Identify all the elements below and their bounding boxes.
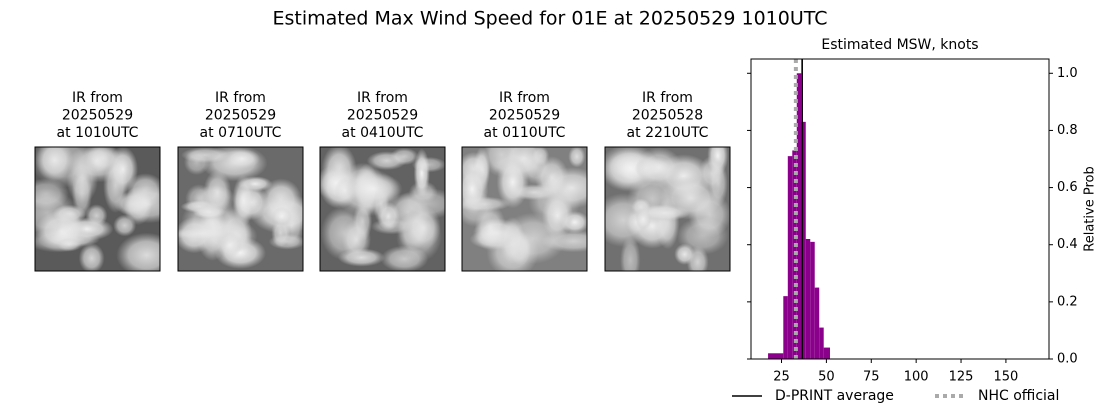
x-tick-label: 100	[904, 370, 929, 385]
cloud	[688, 192, 730, 238]
y-tick-label: 0.2	[1057, 294, 1078, 309]
cloud	[620, 235, 641, 271]
bar	[819, 327, 824, 359]
panel-title: at 0410UTC	[342, 125, 424, 141]
cloud	[181, 195, 244, 250]
ir-image	[462, 147, 587, 271]
panel-title: IR from	[357, 90, 408, 106]
panel-title: at 2210UTC	[627, 125, 709, 141]
cloud	[268, 233, 303, 250]
cloud	[389, 147, 419, 166]
cloud	[66, 156, 99, 204]
cloud	[474, 204, 507, 252]
cloud	[78, 242, 105, 271]
bar	[823, 347, 830, 359]
ir-frame	[319, 146, 446, 272]
cloud	[56, 237, 82, 252]
panel-title: at 1010UTC	[57, 125, 139, 141]
panel-title: at 0110UTC	[484, 125, 566, 141]
panel-title: 20250529	[205, 108, 276, 124]
cloud	[674, 243, 696, 265]
ir-frame	[177, 146, 304, 272]
panel-title: IR from	[642, 90, 693, 106]
bar	[796, 73, 802, 360]
ir-frame	[461, 146, 588, 272]
x-tick-label: 50	[818, 370, 835, 385]
y-tick-label: 0.0	[1057, 352, 1078, 367]
figure-title: Estimated Max Wind Speed for 01E at 2025…	[272, 8, 827, 30]
panel-title: IR from	[499, 90, 550, 106]
ir-image	[320, 147, 445, 271]
x-tick-label: 150	[994, 370, 1019, 385]
x-tick-label: 25	[773, 370, 790, 385]
cloud	[406, 205, 441, 250]
cloud	[223, 148, 261, 169]
plot-frame	[750, 58, 1050, 360]
bar	[787, 156, 793, 359]
x-tick-label: 75	[863, 370, 880, 385]
ir-image	[178, 147, 303, 271]
cloud	[496, 155, 529, 209]
cloud	[635, 147, 683, 188]
cloud	[541, 191, 574, 240]
ir-frame	[604, 146, 731, 272]
cloud	[113, 214, 137, 237]
bar	[805, 239, 811, 359]
cloud	[271, 206, 293, 226]
bar	[801, 121, 806, 359]
x-tick-label: 125	[949, 370, 974, 385]
bar	[768, 353, 784, 359]
cloud	[341, 219, 372, 259]
cloud	[534, 156, 569, 200]
panel-title: IR from	[215, 90, 266, 106]
legend-label: D-PRINT average	[775, 388, 894, 404]
y-tick-label: 1.0	[1057, 66, 1078, 81]
y-axis-label: Relative Prob	[1083, 166, 1098, 251]
panel-title: 20250529	[489, 108, 560, 124]
panel-title: IR from	[72, 90, 123, 106]
cloud	[35, 147, 74, 182]
y-tick-label: 0.6	[1057, 180, 1078, 195]
cloud	[698, 155, 725, 191]
chart-title: Estimated MSW, knots	[821, 37, 978, 53]
cloud	[118, 185, 160, 224]
bar	[783, 296, 788, 359]
cloud	[344, 172, 403, 205]
cloud	[568, 147, 586, 168]
cloud	[116, 232, 160, 271]
ir-image	[35, 147, 160, 271]
ir-image	[605, 147, 730, 271]
bar	[814, 287, 820, 359]
legend-label: NHC official	[978, 388, 1059, 404]
cloud	[35, 188, 77, 238]
cloud	[411, 156, 445, 173]
y-tick-label: 0.4	[1057, 237, 1078, 252]
y-tick-label: 0.8	[1057, 123, 1078, 138]
panel-title: 20250529	[62, 108, 133, 124]
ir-frame	[34, 146, 161, 272]
cloud	[462, 164, 489, 214]
panel-title: 20250529	[347, 108, 418, 124]
panel-title: 20250528	[632, 108, 703, 124]
bar	[810, 241, 815, 359]
panel-title: at 0710UTC	[200, 125, 282, 141]
